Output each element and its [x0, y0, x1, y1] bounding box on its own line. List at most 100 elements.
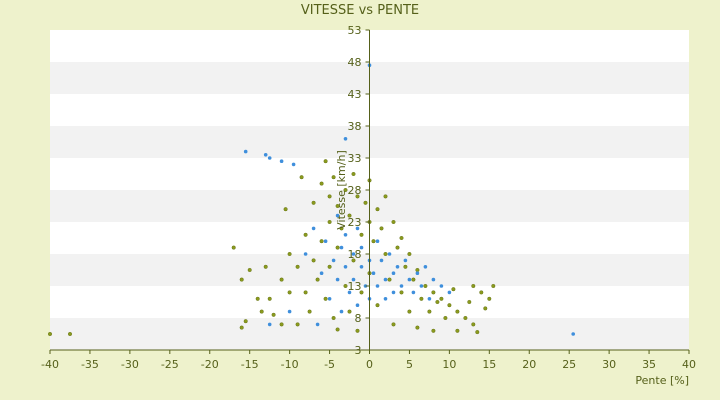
data-point — [439, 284, 444, 288]
data-point — [359, 265, 364, 269]
x-tick-label: 35 — [642, 358, 656, 371]
data-point — [375, 284, 380, 288]
x-tick-label: -20 — [201, 358, 219, 371]
data-point — [379, 258, 384, 263]
data-point — [415, 325, 420, 330]
data-point — [67, 332, 72, 337]
data-point — [391, 271, 396, 276]
data-point — [315, 322, 320, 327]
data-point — [431, 277, 436, 282]
data-point — [315, 277, 320, 282]
data-point — [479, 290, 484, 295]
data-point — [399, 290, 404, 295]
data-point — [339, 245, 344, 250]
data-point — [359, 245, 364, 250]
y-tick-label: 8 — [355, 312, 362, 325]
x-axis-label: Pente [%] — [635, 374, 689, 387]
x-tick-label: -25 — [161, 358, 179, 371]
data-point — [319, 181, 324, 186]
data-point — [311, 258, 316, 263]
x-tick-label: -10 — [281, 358, 299, 371]
data-point — [343, 233, 348, 237]
data-point — [379, 226, 384, 231]
data-point — [295, 264, 300, 269]
data-point — [411, 277, 416, 282]
data-point — [451, 287, 456, 292]
y-tick-label: 53 — [348, 24, 362, 37]
data-point — [243, 319, 248, 324]
data-point — [383, 297, 388, 301]
data-point — [271, 312, 276, 317]
data-point — [407, 277, 412, 282]
data-point — [347, 290, 352, 295]
x-tick-label: 40 — [682, 358, 696, 371]
data-point — [243, 149, 248, 154]
x-tick-label: -40 — [41, 358, 59, 371]
data-point — [343, 187, 348, 192]
y-tick-label: 38 — [348, 120, 362, 133]
data-point — [347, 213, 352, 218]
y-tick-label: 3 — [355, 344, 362, 357]
data-point — [491, 284, 496, 289]
data-point — [335, 245, 340, 250]
data-point — [371, 271, 376, 276]
y-tick-label: 28 — [348, 184, 362, 197]
x-tick-label: 15 — [482, 358, 496, 371]
data-point — [295, 322, 300, 327]
data-point — [355, 226, 360, 231]
data-point — [351, 252, 356, 256]
data-point — [431, 328, 436, 333]
x-tick-label: -5 — [324, 358, 335, 371]
data-point — [391, 219, 396, 224]
data-point — [387, 252, 392, 256]
data-point — [383, 194, 388, 199]
data-point — [339, 226, 344, 231]
data-point — [487, 296, 492, 301]
data-point — [423, 265, 428, 269]
data-point — [403, 264, 408, 269]
data-point — [467, 300, 472, 305]
data-point — [383, 251, 388, 256]
data-point — [335, 203, 340, 208]
x-tick-label: 20 — [522, 358, 536, 371]
data-point — [267, 296, 272, 301]
data-point — [327, 219, 332, 224]
data-point — [263, 264, 268, 269]
data-point — [279, 322, 284, 327]
data-point — [335, 213, 340, 218]
data-point — [407, 251, 412, 256]
data-point — [239, 277, 244, 282]
data-point — [359, 290, 364, 295]
data-point — [327, 264, 332, 269]
x-tick-labels: -40 -35 -30 -25 -20 -15 -10 -5 0 5 10 15 20 25 30 35 40 — [41, 350, 696, 371]
data-point — [291, 162, 296, 167]
data-point — [427, 297, 432, 301]
data-point — [443, 316, 448, 321]
data-point — [419, 296, 424, 301]
data-point — [391, 322, 396, 327]
data-point — [407, 309, 412, 314]
data-point — [311, 200, 316, 205]
data-point — [363, 200, 368, 205]
data-point — [267, 156, 272, 160]
data-point — [471, 284, 476, 289]
x-tick-label: -15 — [241, 358, 259, 371]
data-point — [403, 258, 408, 263]
data-point — [351, 171, 356, 176]
data-point — [331, 175, 336, 180]
y-axis-label: Vitesse [km/h] — [335, 150, 348, 230]
data-point — [375, 239, 380, 243]
data-point — [355, 328, 360, 333]
data-point — [331, 258, 336, 263]
y-tick-label: 13 — [348, 280, 362, 293]
data-point — [335, 277, 340, 282]
data-point — [419, 284, 424, 288]
x-tick-label: 30 — [602, 358, 616, 371]
data-point — [391, 290, 396, 295]
data-point — [255, 296, 260, 301]
data-points — [48, 63, 575, 337]
data-point — [331, 316, 336, 321]
x-tick-label: 25 — [562, 358, 576, 371]
data-point — [399, 235, 404, 240]
x-tick-label: 10 — [442, 358, 456, 371]
